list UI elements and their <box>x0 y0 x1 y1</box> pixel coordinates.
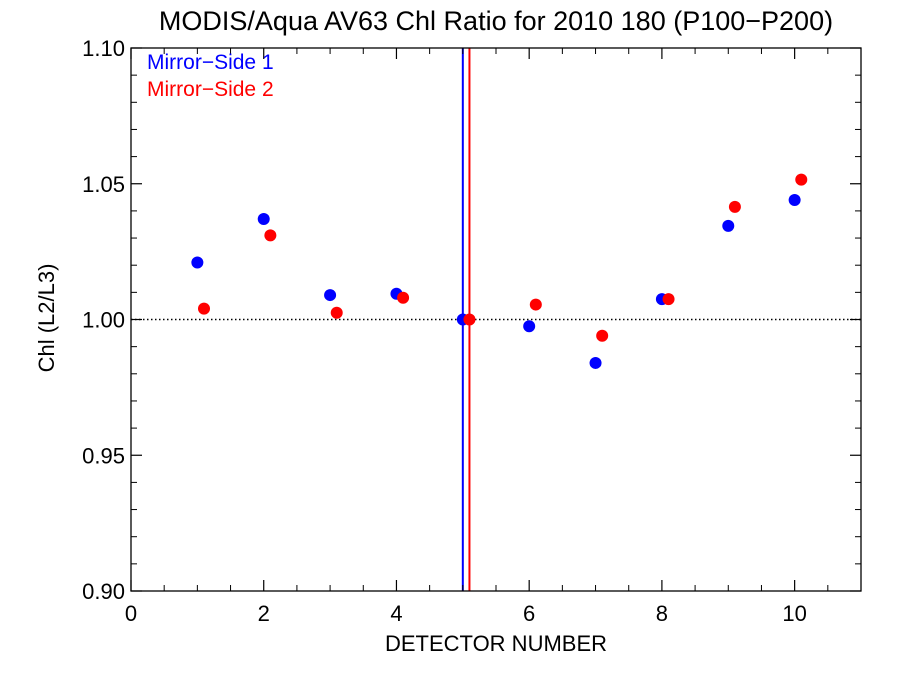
y-tick-label: 1.10 <box>82 36 125 61</box>
y-tick-label: 1.00 <box>82 308 125 333</box>
y-tick-label: 0.90 <box>82 579 125 604</box>
y-tick-label: 0.95 <box>82 443 125 468</box>
series-2-point <box>198 302 210 315</box>
x-tick-label: 0 <box>125 601 137 626</box>
series-2-point <box>596 329 609 342</box>
x-tick-label: 8 <box>656 601 668 626</box>
series-1-point <box>589 356 602 369</box>
x-tick-label: 4 <box>390 601 402 626</box>
legend-entry-series-2: Mirror−Side 2 <box>147 78 274 101</box>
x-tick-label: 2 <box>258 601 270 626</box>
x-tick-label: 6 <box>523 601 535 626</box>
series-1-point <box>722 219 735 232</box>
series-2-point <box>463 313 476 326</box>
series-2-point <box>662 293 675 306</box>
series-1-point <box>788 194 801 207</box>
series-1-point <box>257 213 270 226</box>
y-tick-label: 1.05 <box>82 172 125 197</box>
x-axis-label: DETECTOR NUMBER <box>385 631 607 656</box>
series-2-point <box>397 291 410 304</box>
series-2-point <box>330 306 343 319</box>
series-2-point <box>728 200 741 213</box>
legend-entry-series-1: Mirror−Side 1 <box>147 51 274 74</box>
series-2-point <box>529 298 542 311</box>
y-axis-label: Chl (L2/L3) <box>34 264 59 373</box>
series-1-point <box>523 320 536 333</box>
series-2-point <box>264 229 277 242</box>
x-tick-label: 10 <box>782 601 806 626</box>
series-1-point <box>324 289 337 302</box>
chart-title: MODIS/Aqua AV63 Chl Ratio for 2010 180 (… <box>159 6 833 36</box>
series-1-point <box>191 256 204 269</box>
series-2-point <box>795 173 808 186</box>
